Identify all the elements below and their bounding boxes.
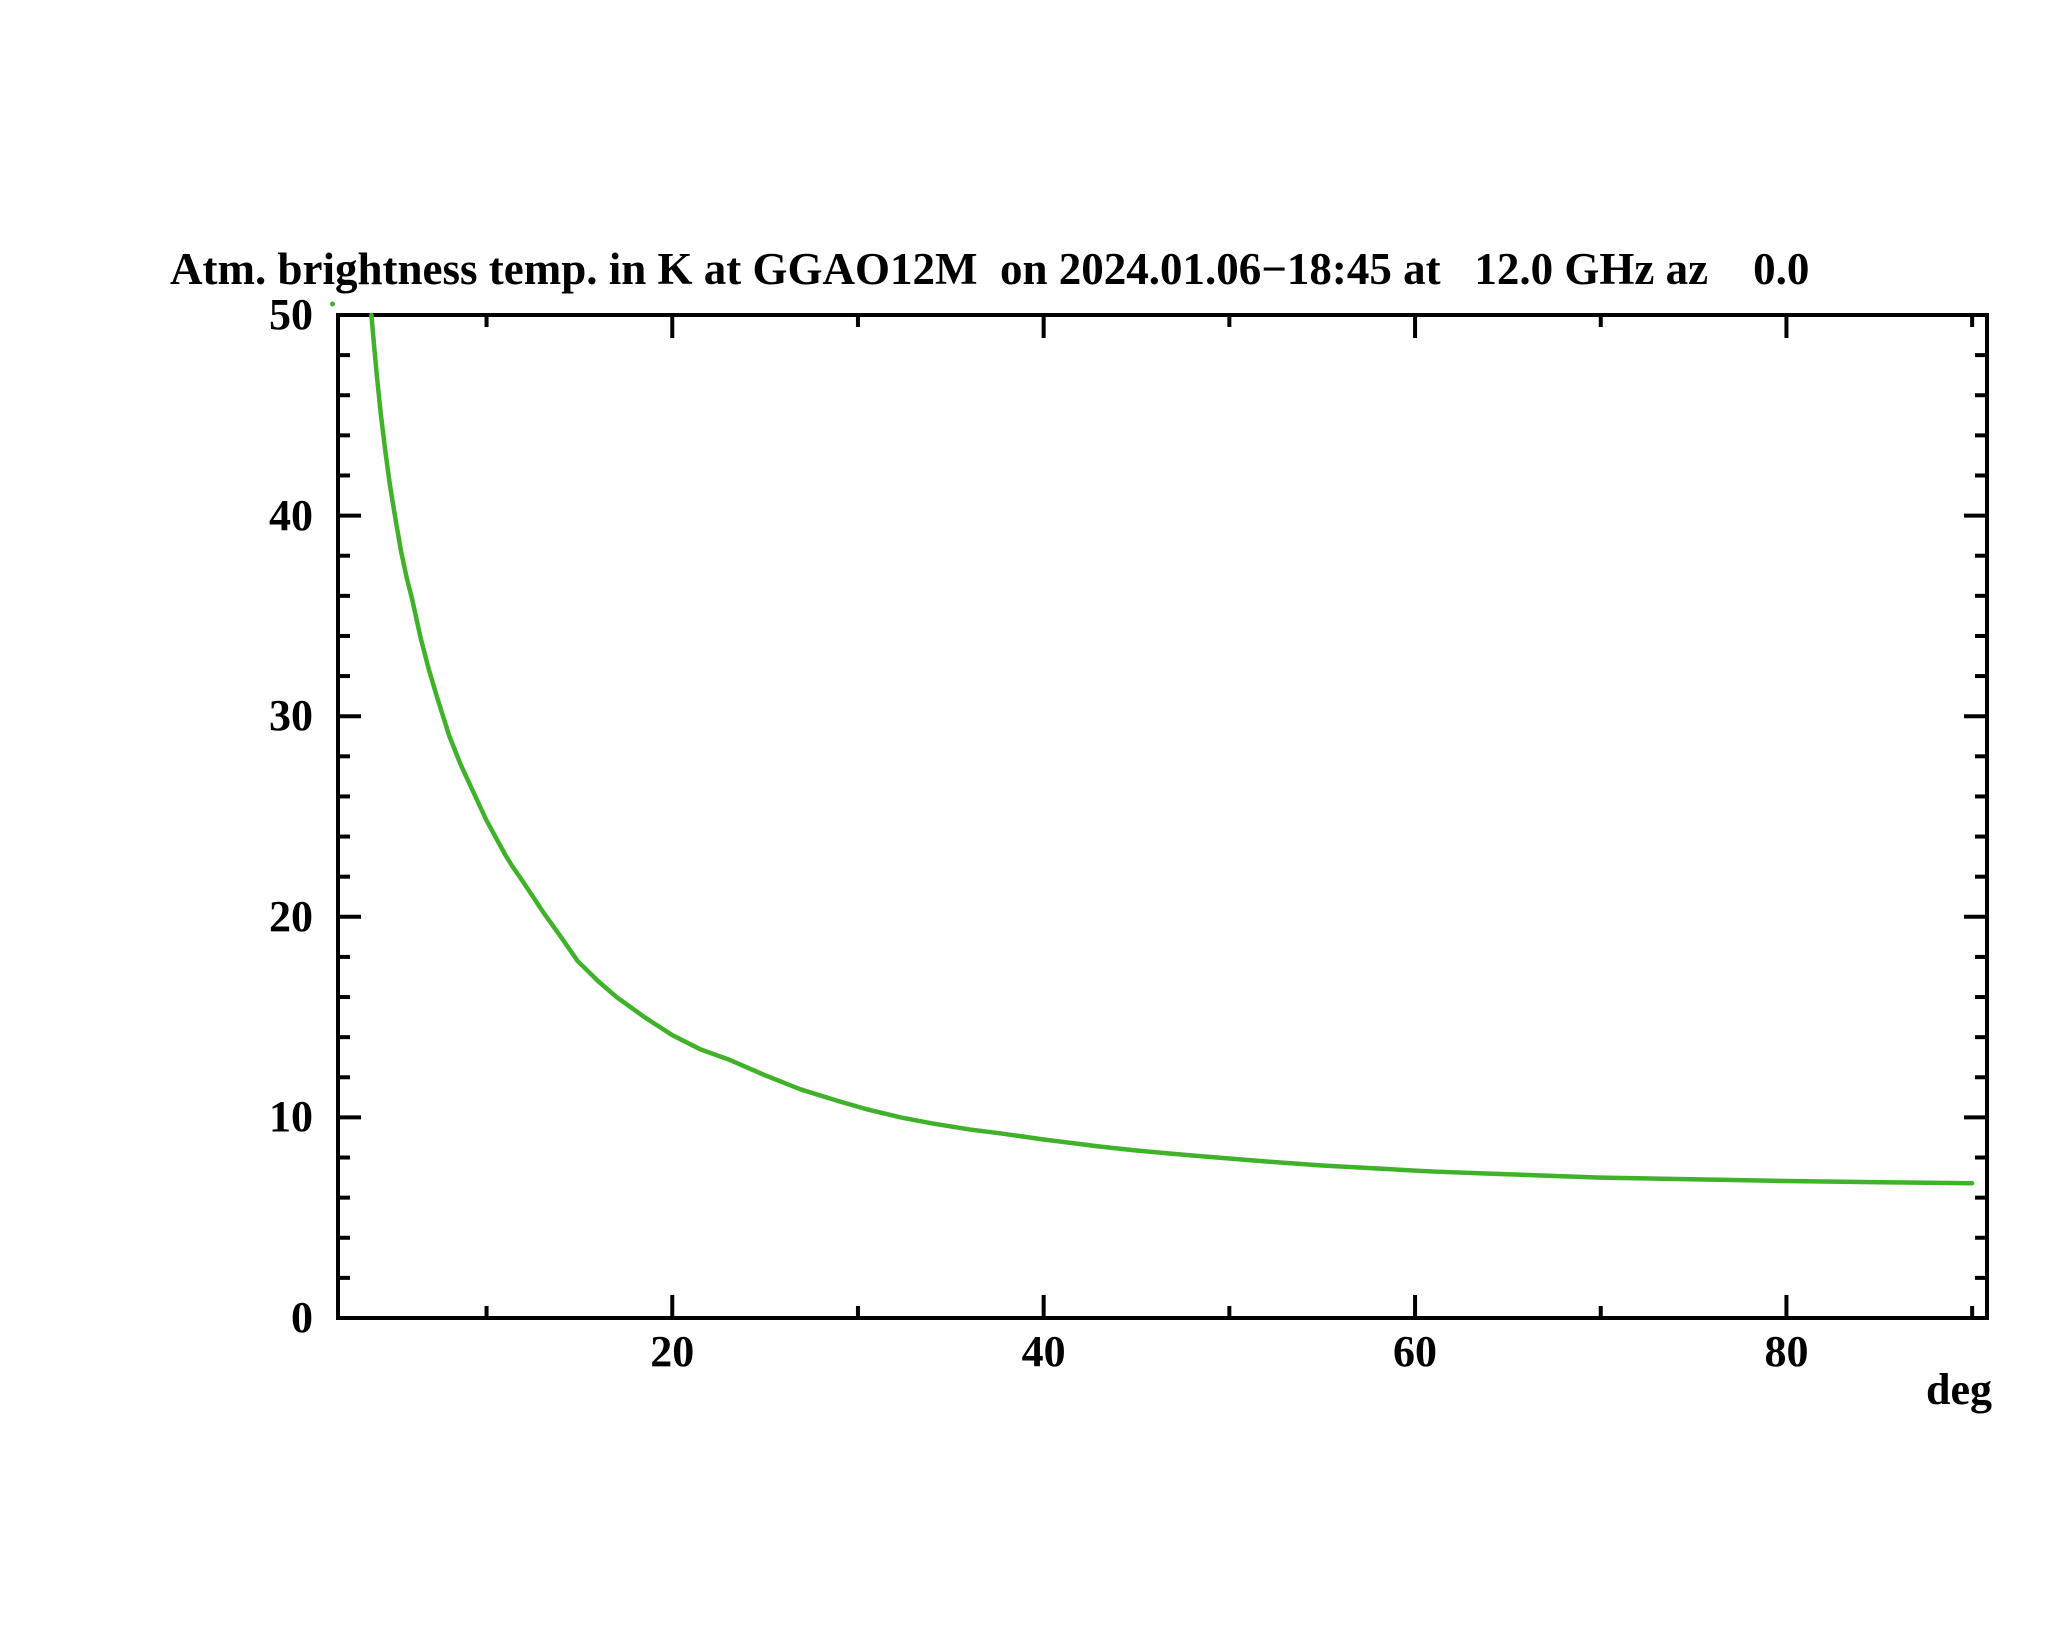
y-axis-tick-label: 0 [291, 1293, 313, 1342]
x-axis-tick-label: 40 [1021, 1327, 1066, 1376]
temperature-curve [369, 312, 1975, 1186]
y-axis-tick-label: 20 [269, 891, 313, 941]
y-axis-tick-label: 50 [269, 290, 313, 339]
x-axis-tick-label: 60 [1393, 1327, 1438, 1376]
plot-frame [336, 313, 1989, 1320]
y-axis-tick-label: 10 [269, 1092, 313, 1142]
y-axis-tick-label: 30 [269, 691, 313, 741]
x-axis-tick-label: 20 [650, 1327, 695, 1376]
x-axis-tick-label: 80 [1764, 1327, 1809, 1376]
curve-start-dot [329, 301, 335, 307]
y-axis-tick-label: 40 [269, 490, 313, 540]
x-axis-unit-label: deg [1926, 1365, 1992, 1414]
chart-title: Atm. brightness temp. in K at GGAO12M on… [170, 244, 1810, 294]
